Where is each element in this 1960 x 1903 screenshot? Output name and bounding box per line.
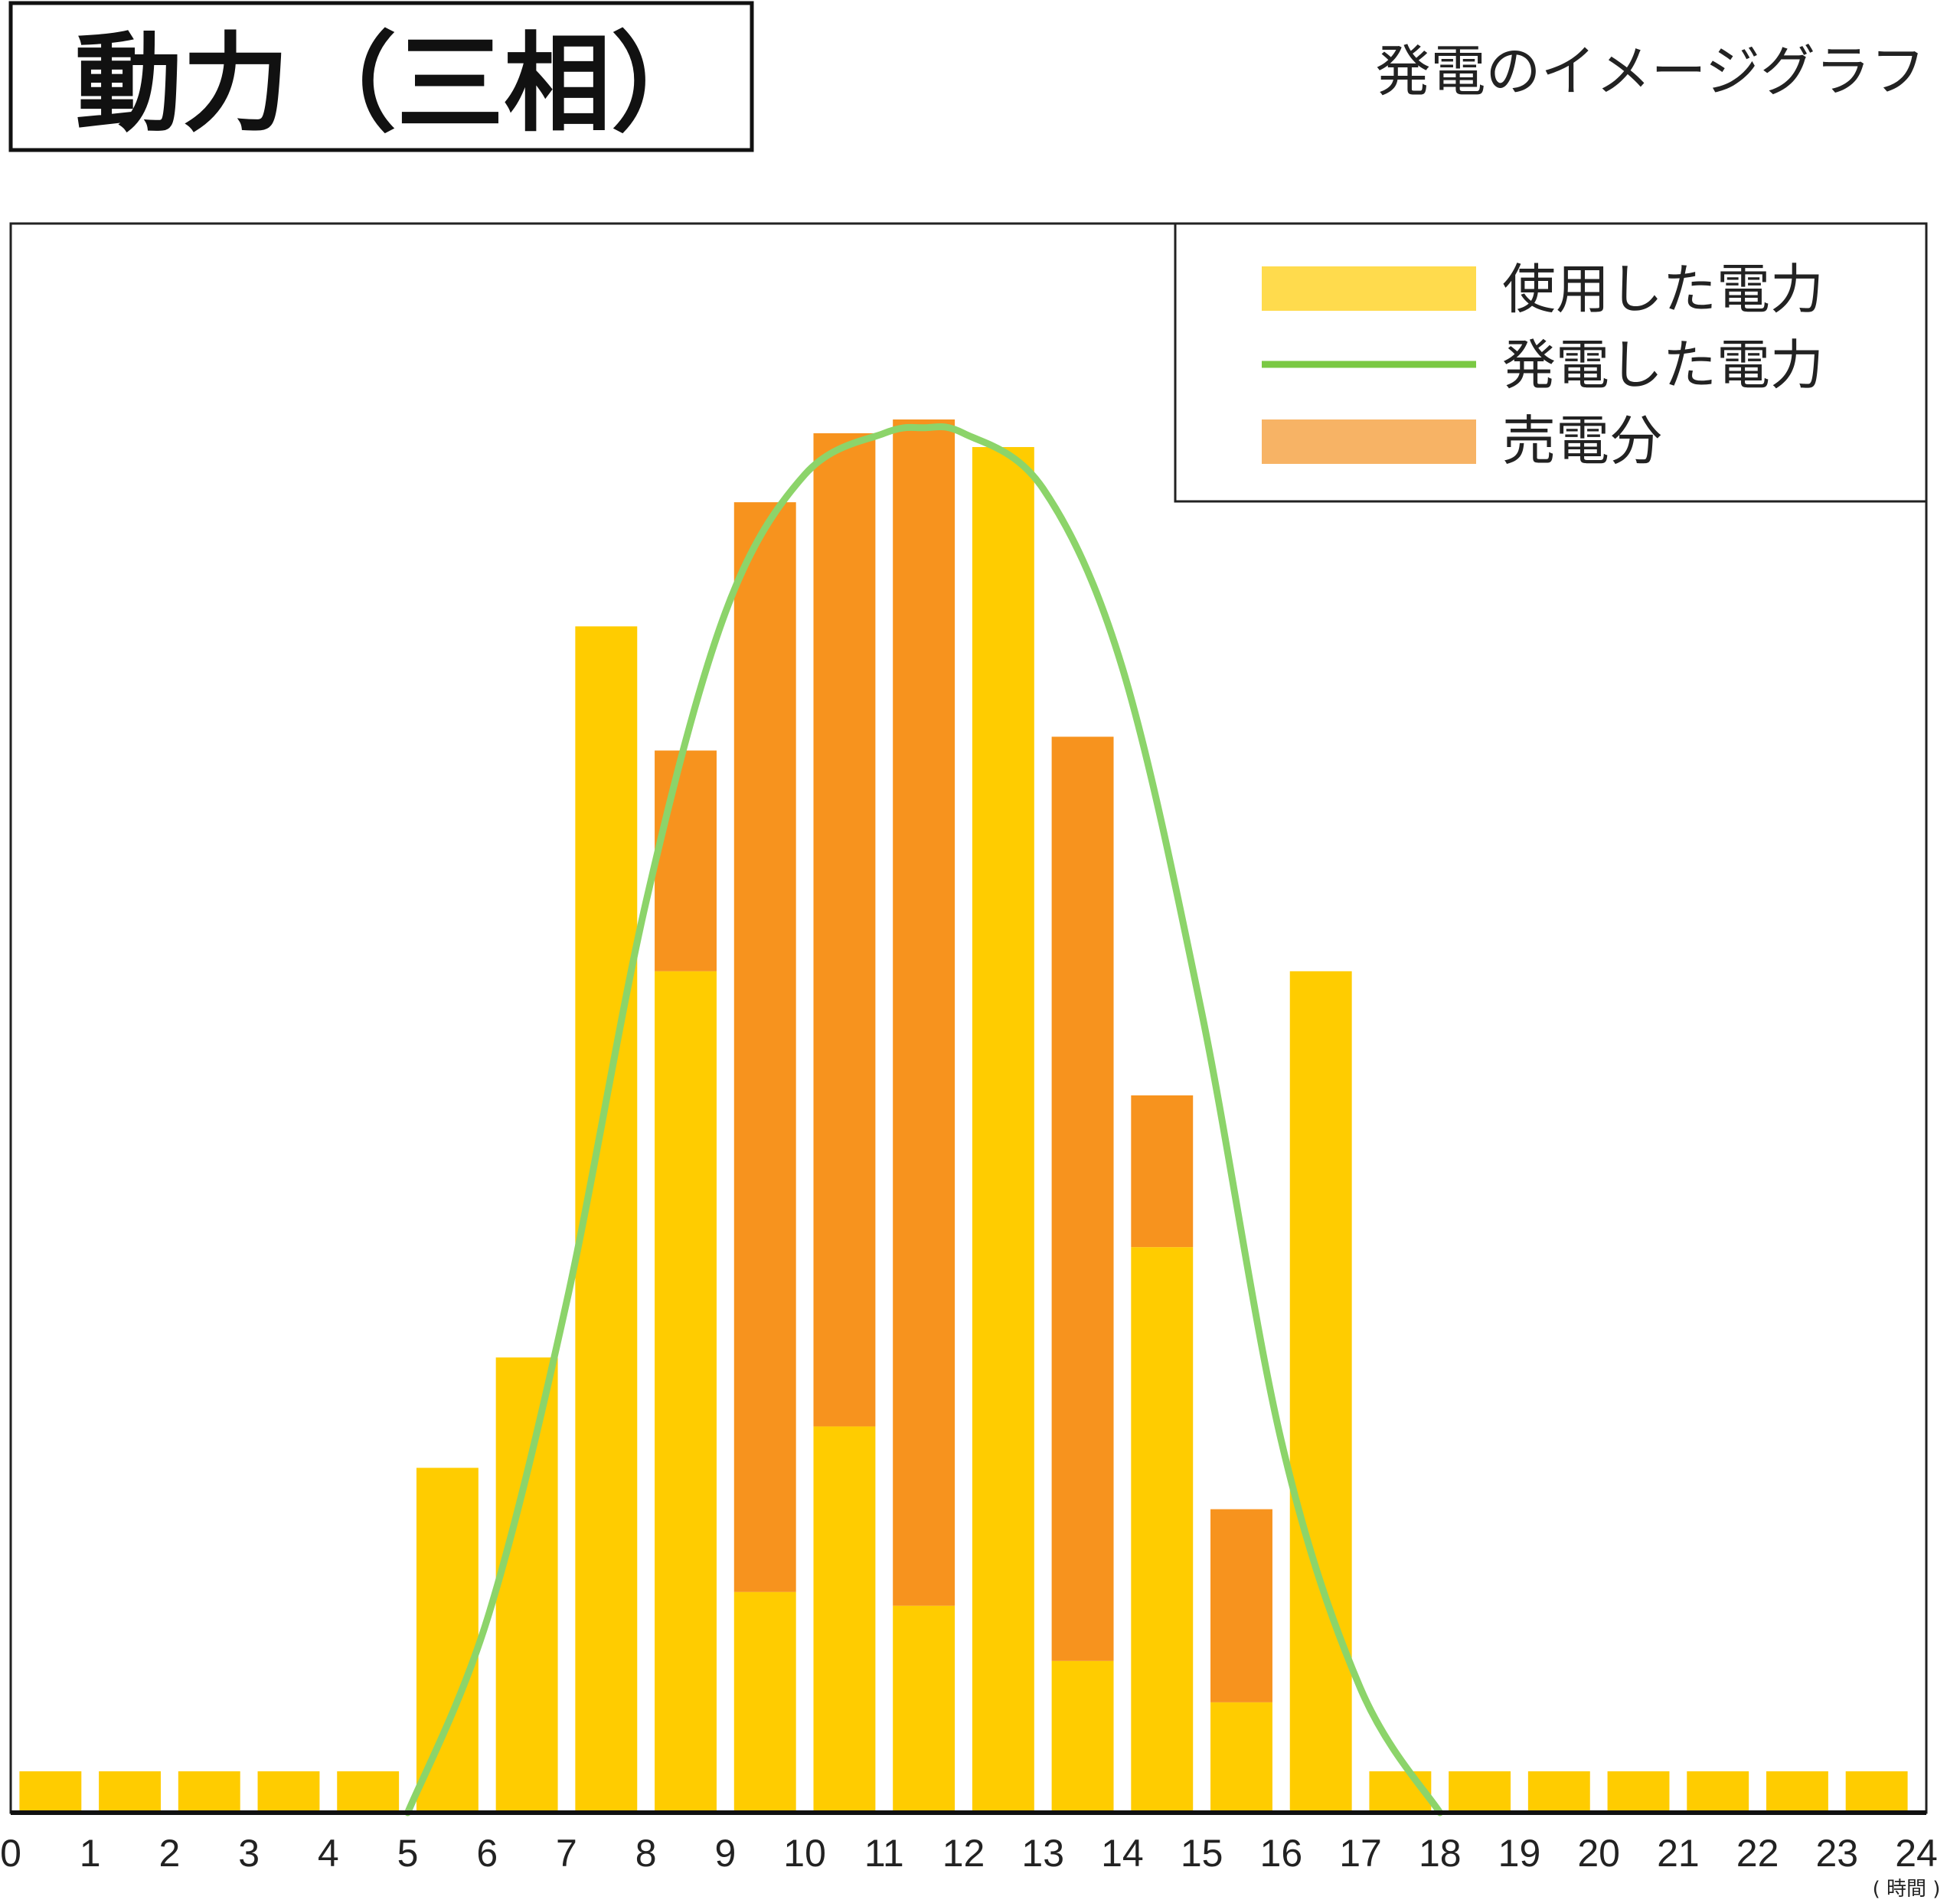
bar-used-power-7 <box>495 1357 558 1813</box>
bar-sold-power-12 <box>893 419 956 1606</box>
bar-sold-power-10 <box>733 502 796 1592</box>
bar-used-power-20 <box>1527 1771 1590 1813</box>
bar-used-power-16 <box>1210 1702 1272 1813</box>
x-tick-label-20: 20 <box>1577 1832 1620 1875</box>
legend-swatch-used-power <box>1262 266 1476 311</box>
chart-subtitle: 発電のイメージグラフ <box>1375 39 1926 103</box>
bar-used-power-12 <box>893 1605 956 1813</box>
x-axis-unit: ( 時間 ) <box>1873 1878 1941 1901</box>
bar-used-power-4 <box>257 1771 320 1813</box>
bar-used-power-21 <box>1607 1771 1670 1813</box>
x-tick-label-23: 23 <box>1815 1832 1858 1875</box>
bar-used-power-24 <box>1845 1771 1908 1813</box>
bar-sold-power-15 <box>1131 1095 1194 1248</box>
x-tick-label-17: 17 <box>1339 1832 1382 1875</box>
x-tick-label-18: 18 <box>1419 1832 1462 1875</box>
x-tick-label-16: 16 <box>1260 1832 1303 1875</box>
bar-used-power-15 <box>1131 1247 1194 1813</box>
legend: 使用した電力 発電した電力 売電分 <box>1174 222 1928 503</box>
x-tick-label-15: 15 <box>1181 1832 1223 1875</box>
bar-used-power-2 <box>99 1771 162 1813</box>
bar-used-power-19 <box>1449 1771 1511 1813</box>
x-tick-label-12: 12 <box>942 1832 985 1875</box>
legend-label-generated-power: 発電した電力 <box>1502 334 1824 397</box>
x-tick-label-8: 8 <box>635 1832 657 1875</box>
bar-sold-power-14 <box>1051 736 1114 1661</box>
bar-used-power-14 <box>1051 1660 1114 1813</box>
bar-used-power-1 <box>19 1771 82 1813</box>
x-axis-ticks: 0 1 2 3 4 5 6 7 8 9 10 11 12 13 14 15 16 17 18 19 20 21 22 23 24 <box>0 1832 1938 1875</box>
x-tick-label-4: 4 <box>318 1832 339 1875</box>
bar-sold-power-16 <box>1210 1509 1272 1702</box>
x-tick-label-2: 2 <box>159 1832 181 1875</box>
x-tick-label-24: 24 <box>1895 1832 1938 1875</box>
bar-sold-power-11 <box>813 433 876 1427</box>
title-box <box>8 1 754 152</box>
bar-sold-power-9 <box>655 750 717 971</box>
bar-used-power-10 <box>733 1591 796 1813</box>
legend-swatch-sold-power <box>1262 419 1476 464</box>
bar-used-power-13 <box>972 447 1034 1813</box>
bar-used-power-17 <box>1289 971 1352 1813</box>
x-tick-label-0: 0 <box>0 1832 21 1875</box>
x-tick-label-6: 6 <box>476 1832 498 1875</box>
x-tick-label-11: 11 <box>864 1832 904 1875</box>
legend-label-sold-power: 売電分 <box>1502 410 1663 472</box>
x-tick-label-19: 19 <box>1498 1832 1541 1875</box>
x-tick-label-10: 10 <box>783 1832 826 1875</box>
page-title: 動力（三相） <box>75 22 718 147</box>
x-tick-label-5: 5 <box>397 1832 419 1875</box>
bars-layer <box>19 419 1908 1813</box>
bar-used-power-23 <box>1766 1771 1828 1813</box>
x-tick-label-3: 3 <box>238 1832 260 1875</box>
bar-used-power-3 <box>178 1771 240 1813</box>
bar-used-power-5 <box>337 1771 400 1813</box>
bar-used-power-6 <box>416 1467 479 1813</box>
legend-label-used-power: 使用した電力 <box>1502 258 1824 321</box>
x-tick-label-9: 9 <box>714 1832 736 1875</box>
x-tick-label-14: 14 <box>1101 1832 1144 1875</box>
x-tick-label-13: 13 <box>1021 1832 1064 1875</box>
x-tick-label-22: 22 <box>1736 1832 1779 1875</box>
series-line-generated-power <box>404 423 1444 1816</box>
bar-used-power-11 <box>813 1426 876 1813</box>
x-tick-label-1: 1 <box>80 1832 101 1875</box>
x-tick-label-7: 7 <box>556 1832 577 1875</box>
x-tick-label-21: 21 <box>1657 1832 1700 1875</box>
bar-used-power-22 <box>1687 1771 1749 1813</box>
bar-used-power-9 <box>655 971 717 1813</box>
